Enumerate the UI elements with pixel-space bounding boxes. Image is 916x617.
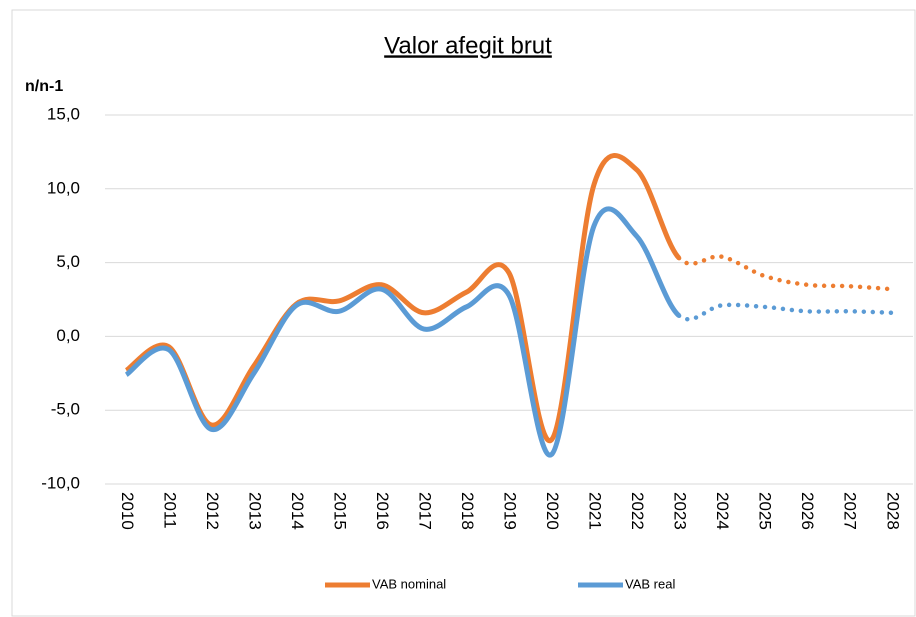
x-tick-label: 2021 — [586, 492, 605, 530]
x-tick-label: 2015 — [330, 492, 349, 530]
x-tick-label: 2012 — [203, 492, 222, 530]
x-tick-label: 2024 — [713, 492, 732, 530]
x-tick-label: 2027 — [841, 492, 860, 530]
x-tick-label: 2016 — [373, 492, 392, 530]
x-tick-label: 2020 — [543, 492, 562, 530]
line-actual — [124, 153, 682, 443]
line-projection — [676, 302, 894, 322]
x-tick-label: 2013 — [245, 492, 264, 530]
legend-label: VAB real — [625, 576, 675, 591]
x-tick-label: 2023 — [671, 492, 690, 530]
y-tick-label: -5,0 — [51, 400, 80, 419]
y-tick-label: 15,0 — [47, 104, 80, 123]
y-tick-label: 0,0 — [56, 326, 80, 345]
x-tick-label: 2028 — [883, 492, 902, 530]
y-tick-label: 10,0 — [47, 178, 80, 197]
x-tick-label: 2011 — [160, 492, 179, 529]
line-actual — [124, 206, 681, 458]
x-tick-label: 2019 — [501, 492, 520, 530]
line-projection — [676, 254, 894, 292]
y-tick-label: 5,0 — [56, 252, 80, 271]
y-axis-label: n/n-1 — [25, 78, 63, 95]
x-tick-label: 2022 — [628, 492, 647, 530]
x-tick-label: 2018 — [458, 492, 477, 530]
chart-title: Valor afegit brut — [384, 32, 552, 59]
x-tick-label: 2010 — [118, 492, 137, 530]
chart-frame — [11, 9, 916, 617]
x-tick-label: 2017 — [415, 492, 434, 530]
x-tick-label: 2014 — [288, 492, 307, 530]
y-tick-label: -10,0 — [41, 473, 80, 492]
legend-label: VAB nominal — [372, 576, 446, 591]
x-tick-label: 2026 — [798, 492, 817, 530]
x-tick-label: 2025 — [756, 492, 775, 530]
